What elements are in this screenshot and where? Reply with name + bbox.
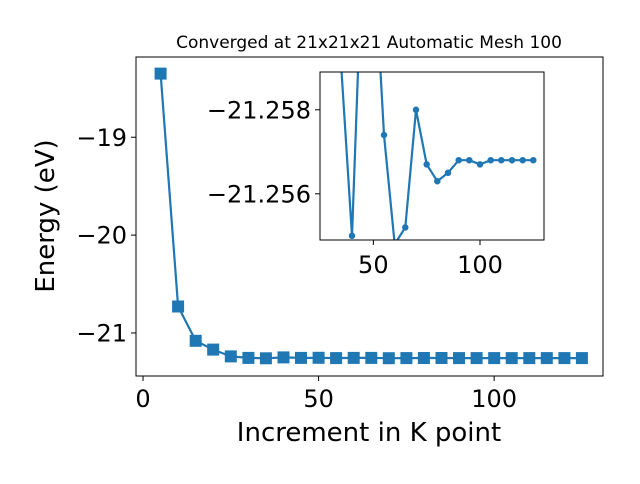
data-point-marker: [508, 156, 516, 164]
y-tick-label: −21.256: [207, 180, 311, 208]
data-point-marker: [540, 352, 553, 365]
data-point-marker: [365, 351, 378, 364]
data-point-marker: [505, 352, 518, 365]
inset-plot-area: [340, 72, 537, 240]
data-point-marker: [466, 156, 473, 164]
data-point-marker: [380, 131, 388, 139]
y-tick-label: −21: [76, 320, 127, 348]
data-point-marker: [189, 334, 202, 347]
data-point-marker: [498, 156, 505, 164]
series-group: [340, 72, 537, 240]
data-point-marker: [523, 352, 536, 365]
y-axis-label: Energy (eV): [31, 139, 61, 292]
data-point-marker: [435, 352, 448, 364]
data-point-marker: [172, 300, 185, 313]
main-axes: 0 50 100 −19 −20 −21: [76, 124, 517, 413]
main-chart: Converged at 21x21x21 Automatic Mesh 100…: [31, 33, 604, 448]
data-point-marker: [423, 161, 430, 168]
inset-plot-frame: [319, 71, 545, 241]
chart-title: Converged at 21x21x21 Automatic Mesh 100: [176, 33, 562, 53]
data-point-marker: [312, 351, 325, 364]
data-point-marker: [259, 352, 272, 365]
y-tick-label: −20: [76, 222, 127, 250]
data-point-marker: [488, 352, 501, 365]
data-point-marker: [154, 67, 167, 80]
main-plot-area: [154, 67, 588, 365]
data-point-marker: [476, 161, 484, 168]
data-point-marker: [453, 352, 465, 365]
data-point-marker: [207, 343, 220, 356]
data-point-marker: [434, 177, 441, 185]
x-tick-label: 100: [471, 385, 517, 413]
data-point-marker: [530, 156, 537, 164]
inset-axes: 50 100 −21.258 −21.256: [207, 96, 503, 279]
data-point-marker: [417, 352, 430, 364]
x-axis-label: Increment in K point: [237, 418, 501, 448]
data-point-marker: [470, 352, 483, 365]
x-tick-label: 50: [358, 251, 389, 279]
data-point-marker: [487, 156, 494, 164]
data-point-marker: [330, 352, 343, 365]
main-plot-frame: [135, 56, 604, 377]
series-group: [154, 67, 588, 365]
data-point-marker: [444, 169, 452, 177]
y-tick-label: −19: [76, 124, 127, 152]
data-point-marker: [277, 351, 290, 364]
data-point-marker: [382, 352, 395, 365]
x-tick-label: 50: [303, 385, 334, 413]
data-point-marker: [295, 351, 307, 364]
data-point-marker: [348, 232, 356, 240]
data-point-marker: [347, 351, 360, 364]
data-point-marker: [400, 352, 413, 365]
data-point-marker: [558, 352, 571, 365]
y-tick-label: −21.258: [207, 96, 311, 124]
inset-chart: 50 100 −21.258 −21.256: [207, 71, 545, 279]
data-point-marker: [575, 352, 588, 365]
data-point-marker: [242, 351, 255, 364]
x-tick-label: 0: [135, 385, 150, 413]
data-point-marker: [412, 106, 420, 114]
data-point-marker: [402, 224, 409, 231]
data-point-marker: [519, 156, 526, 164]
data-point-marker: [224, 350, 237, 363]
x-tick-label: 100: [457, 251, 503, 279]
data-point-marker: [455, 156, 462, 164]
